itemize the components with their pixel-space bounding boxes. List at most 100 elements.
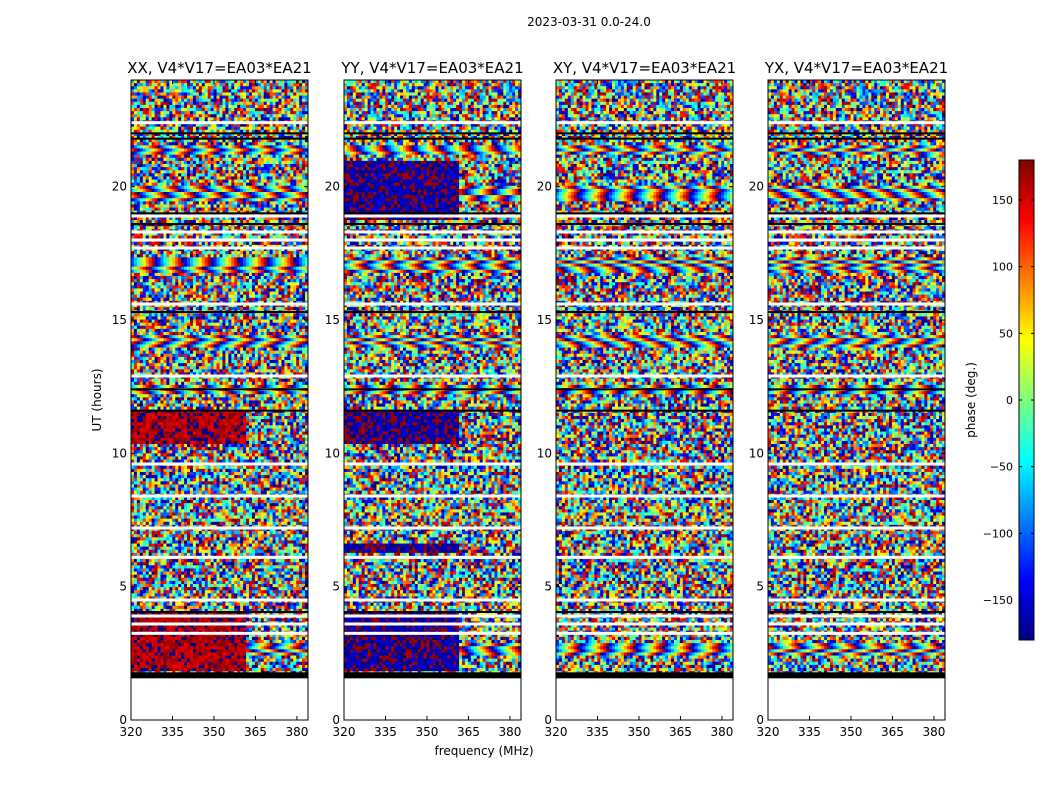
- panel-frame: [343, 79, 522, 721]
- flagged-row: [556, 302, 733, 306]
- flagged-row: [131, 230, 308, 234]
- flagged-row: [344, 494, 521, 498]
- x-tick-label: 335: [161, 725, 184, 739]
- flagged-row: [344, 622, 521, 626]
- flagged-row: [131, 555, 308, 559]
- x-tick-label: 380: [710, 725, 733, 739]
- x-tick-label: 350: [840, 725, 863, 739]
- flagged-row: [768, 230, 945, 234]
- x-tick-label: 335: [586, 725, 609, 739]
- no-data-region: [344, 677, 521, 720]
- x-tick-label: 365: [881, 725, 904, 739]
- colorbar-tick-label: 100: [992, 261, 1013, 274]
- y-tick-label: 5: [756, 580, 764, 594]
- flagged-row: [768, 631, 945, 635]
- separator-row: [768, 212, 945, 215]
- y-tick-label: 15: [537, 313, 552, 327]
- panel-xy: XY, V4*V17=EA03*EA21 320 335 350 365 380 0 5 10 1…: [537, 59, 736, 739]
- flagged-row: [556, 214, 733, 218]
- y-tick-label: 15: [749, 313, 764, 327]
- flagged-row: [344, 214, 521, 218]
- data-start-bar: [344, 672, 521, 679]
- panel-title: YY, V4*V17=EA03*EA21: [340, 59, 523, 77]
- phase-heatmap: [768, 80, 946, 720]
- separator-row: [344, 409, 521, 412]
- separator-row: [556, 311, 733, 313]
- panel-frame: [555, 79, 734, 721]
- y-tick-label: 0: [544, 713, 552, 727]
- panel-frame: [767, 79, 946, 721]
- flagged-row: [768, 614, 945, 618]
- separator-row: [768, 223, 945, 225]
- y-tick-label: 0: [332, 713, 340, 727]
- flagged-row: [344, 631, 521, 635]
- y-tick-label: 0: [756, 713, 764, 727]
- x-tick-label: 335: [798, 725, 821, 739]
- flagged-row: [344, 121, 521, 125]
- flagged-row: [556, 598, 733, 602]
- separator-row: [131, 388, 308, 391]
- separator-row: [131, 409, 308, 412]
- phase-heatmap: [556, 80, 734, 720]
- y-tick-label: 15: [325, 313, 340, 327]
- x-tick-label: 380: [285, 725, 308, 739]
- flagged-row: [344, 555, 521, 559]
- x-axis-label: frequency (MHz): [434, 744, 533, 758]
- flagged-row: [768, 238, 945, 242]
- y-tick-label: 20: [749, 180, 764, 194]
- flagged-row: [556, 526, 733, 530]
- flagged-row: [768, 494, 945, 498]
- y-tick-label: 10: [112, 446, 127, 460]
- data-start-bar: [768, 672, 945, 679]
- data-start-bar: [131, 672, 308, 679]
- flagged-row: [768, 622, 945, 626]
- colorbar: 150 100 50 0 −50 −100 −150: [983, 159, 1035, 641]
- flagged-row: [131, 494, 308, 498]
- flagged-row: [344, 238, 521, 242]
- separator-row: [768, 409, 945, 412]
- flagged-row: [768, 555, 945, 559]
- x-tick-label: 320: [757, 725, 780, 739]
- colorbar-tick-label: −50: [990, 461, 1013, 474]
- separator-row: [131, 212, 308, 215]
- separator-row: [344, 212, 521, 215]
- separator-row: [131, 132, 308, 135]
- separator-row: [344, 223, 521, 225]
- panel-yx: YX, V4*V17=EA03*EA21 320 335 350 365 380 0 5 10 1…: [749, 59, 948, 739]
- x-tick-label: 320: [545, 725, 568, 739]
- phase-heatmap: [131, 80, 309, 720]
- no-data-region: [131, 677, 308, 720]
- separator-row: [768, 137, 945, 140]
- colorbar-tick-label: −150: [983, 594, 1013, 607]
- x-tick-label: 380: [498, 725, 521, 739]
- flagged-row: [131, 121, 308, 125]
- flagged-row: [556, 622, 733, 626]
- separator-row: [768, 311, 945, 313]
- separator-row: [768, 611, 945, 613]
- flagged-row: [556, 614, 733, 618]
- separator-row: [131, 311, 308, 313]
- separator-row: [556, 409, 733, 412]
- y-axis-label: UT (hours): [90, 368, 104, 431]
- separator-row: [556, 137, 733, 140]
- flagged-row: [131, 214, 308, 218]
- x-tick-label: 365: [244, 725, 267, 739]
- y-tick-label: 10: [325, 446, 340, 460]
- flagged-row: [556, 631, 733, 635]
- x-tick-label: 365: [669, 725, 692, 739]
- colorbar-tick-label: −100: [983, 527, 1013, 540]
- y-tick-label: 5: [544, 580, 552, 594]
- x-tick-label: 320: [333, 725, 356, 739]
- separator-row: [131, 611, 308, 613]
- x-tick-label: 350: [416, 725, 439, 739]
- flagged-row: [768, 462, 945, 466]
- flagged-row: [131, 374, 308, 378]
- flagged-row: [556, 238, 733, 242]
- panel-frame: [130, 79, 309, 721]
- x-tick-label: 380: [922, 725, 945, 739]
- y-tick-label: 15: [112, 313, 127, 327]
- x-tick-label: 320: [120, 725, 143, 739]
- flagged-row: [344, 526, 521, 530]
- separator-row: [768, 132, 945, 135]
- flagged-row: [556, 121, 733, 125]
